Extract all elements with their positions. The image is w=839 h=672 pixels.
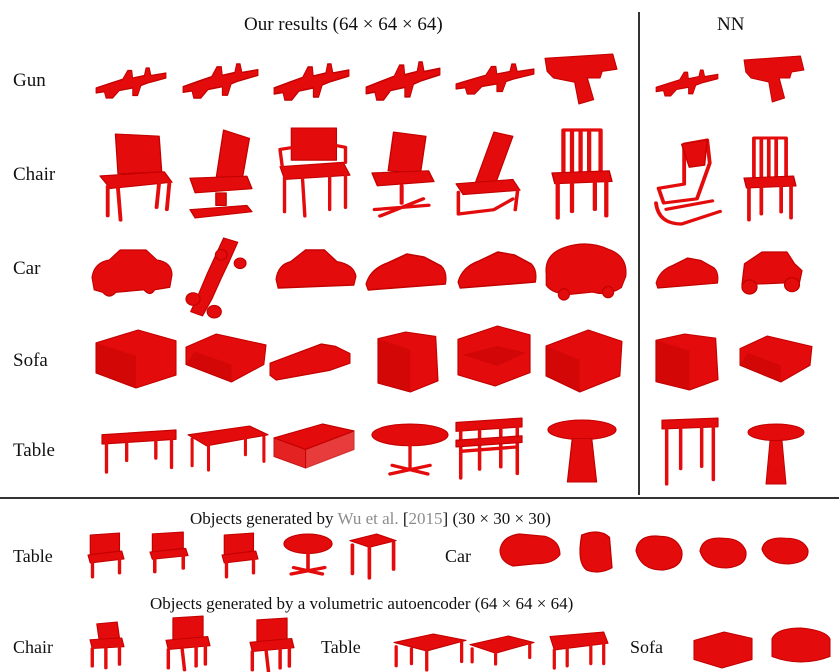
rifle-3d-shape bbox=[95, 67, 167, 99]
chair-3d-shape bbox=[99, 133, 173, 222]
blob-car-3d-shape bbox=[499, 533, 561, 567]
rifle-3d-shape bbox=[655, 69, 719, 97]
wu-citation-year[interactable]: 2015 bbox=[408, 509, 443, 528]
chair-arm-3d-shape bbox=[278, 127, 351, 218]
ae-chair-3d-shape bbox=[89, 621, 125, 670]
car-toy-3d-shape bbox=[741, 251, 803, 295]
blob-car-round-3d-shape bbox=[635, 535, 683, 571]
ae-sofa-round-3d-shape bbox=[771, 627, 831, 663]
pistol-3d-shape bbox=[743, 55, 805, 103]
sofa-flat-3d-shape bbox=[185, 333, 267, 383]
table-round-3d-shape bbox=[371, 423, 449, 476]
car-low-3d-shape bbox=[275, 249, 357, 289]
sofa-box-3d-shape bbox=[377, 331, 439, 393]
nn-header: NN bbox=[717, 14, 745, 35]
row-label-table: Table bbox=[13, 440, 55, 461]
table-round-n-n-3d-shape bbox=[747, 423, 805, 485]
rifle-3d-shape bbox=[182, 63, 259, 99]
wu-label-car: Car bbox=[445, 546, 471, 566]
chair-office-3d-shape bbox=[371, 131, 435, 218]
table-wide-3d-shape bbox=[187, 425, 269, 472]
row-label-chair: Chair bbox=[13, 164, 56, 185]
sofa-arm-3d-shape bbox=[457, 325, 531, 387]
car-sport-3d-shape bbox=[365, 253, 447, 291]
wu-citation-name[interactable]: Wu et al. bbox=[337, 509, 399, 528]
sofa-l-3d-shape bbox=[269, 343, 351, 381]
table-stool-3d-shape bbox=[455, 417, 523, 480]
rifle-3d-shape bbox=[455, 63, 535, 95]
column-divider bbox=[638, 12, 640, 495]
vae-label-table: Table bbox=[321, 637, 361, 657]
vae-label-sofa: Sofa bbox=[630, 637, 663, 657]
table-n-n-3d-shape bbox=[661, 417, 719, 486]
row-label-car: Car bbox=[13, 258, 41, 279]
chair-rocker-3d-shape bbox=[654, 138, 722, 226]
chair-spindle-3d-shape bbox=[743, 136, 797, 222]
table-round-ped-3d-shape bbox=[547, 419, 617, 483]
rifle-3d-shape bbox=[273, 63, 350, 101]
sofa-box-3d-shape bbox=[655, 333, 719, 391]
row-label-sofa: Sofa bbox=[13, 350, 48, 371]
section-divider bbox=[0, 497, 839, 499]
chair-swivel-3d-shape bbox=[189, 129, 253, 219]
car-sport-3d-shape bbox=[457, 251, 537, 289]
car-blob-3d-shape bbox=[545, 243, 627, 301]
car-3d-shape bbox=[91, 249, 173, 297]
car-sport-3d-shape bbox=[655, 257, 719, 289]
chair-lean-3d-shape bbox=[455, 131, 521, 216]
blob-car-round-3d-shape bbox=[699, 537, 747, 569]
vae-caption: Objects generated by a volumetric autoen… bbox=[150, 594, 574, 613]
ae-chair-b-3d-shape bbox=[165, 615, 211, 672]
row-label-gun: Gun bbox=[13, 70, 46, 91]
ae-table-box-3d-shape bbox=[549, 631, 609, 670]
small-chair-3d-shape bbox=[149, 531, 189, 574]
ae-sofa-3d-shape bbox=[693, 631, 753, 669]
ae-table-3d-shape bbox=[393, 633, 467, 672]
pistol-3d-shape bbox=[544, 53, 618, 105]
car-race-3d-shape bbox=[185, 237, 247, 319]
wu-caption-prefix: Objects generated by bbox=[190, 509, 334, 528]
blob-car-round-3d-shape bbox=[761, 537, 809, 565]
wu-caption: Objects generated by Wu et al. [2015] (3… bbox=[190, 509, 551, 529]
chair-spindle-3d-shape bbox=[551, 128, 613, 220]
table-coffee-3d-shape bbox=[273, 423, 355, 469]
sofa-flat-3d-shape bbox=[739, 335, 813, 383]
blob-car-tall-3d-shape bbox=[579, 531, 613, 573]
small-chair-3d-shape bbox=[87, 532, 125, 579]
results-header: Our results (64 × 64 × 64) bbox=[244, 14, 443, 35]
small-chair-3d-shape bbox=[221, 532, 259, 579]
wu-label-table: Table bbox=[13, 546, 53, 566]
rifle-3d-shape bbox=[365, 61, 441, 101]
table-3d-shape bbox=[101, 429, 177, 474]
wu-caption-bracket-close: ] bbox=[442, 509, 449, 528]
ae-chair-b-3d-shape bbox=[249, 617, 295, 672]
vae-label-chair: Chair bbox=[13, 637, 53, 657]
ae-table-low-3d-shape bbox=[469, 635, 535, 666]
wu-caption-suffix: (30 × 30 × 30) bbox=[452, 509, 551, 528]
table-cross-3d-shape bbox=[283, 533, 333, 576]
wu-caption-bracket-open: [ bbox=[402, 509, 409, 528]
sofa-side-3d-shape bbox=[545, 329, 623, 393]
sofa-3d-shape bbox=[95, 329, 177, 389]
table-stick-3d-shape bbox=[349, 533, 397, 580]
